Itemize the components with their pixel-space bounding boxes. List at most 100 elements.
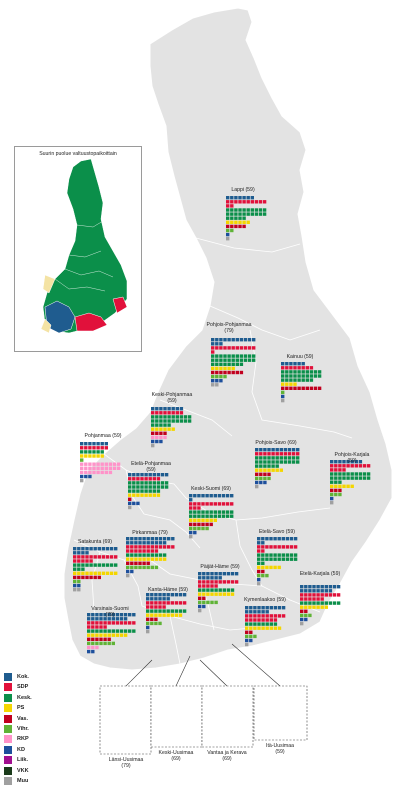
- seat-kesk: [226, 216, 230, 220]
- seat-ps: [100, 454, 104, 458]
- uusimaa-boxes: [99, 685, 308, 755]
- seat-kesk: [239, 354, 244, 358]
- seat-sdp: [73, 559, 77, 563]
- seat-kok: [84, 442, 88, 446]
- seat-vas: [281, 386, 285, 390]
- seat-vas: [293, 386, 297, 390]
- seat-kesk: [271, 460, 275, 464]
- seat-kesk: [330, 480, 334, 484]
- seat-kok: [77, 551, 81, 555]
- seat-vihr: [330, 492, 334, 497]
- seat-kok: [358, 460, 363, 464]
- seat-kok: [73, 551, 77, 555]
- seat-vihr: [126, 565, 130, 570]
- seat-sdp: [262, 200, 267, 204]
- legend-item: VKK: [4, 766, 44, 776]
- seat-sdp: [167, 411, 171, 415]
- region-label: Pohjois-Pohjanmaa (79): [206, 322, 252, 334]
- seat-ps: [227, 366, 231, 371]
- seat-kesk: [230, 208, 234, 212]
- seat-kok: [230, 572, 235, 576]
- seat-kesk: [246, 208, 250, 212]
- seat-kesk: [252, 358, 256, 362]
- seat-kesk: [211, 362, 215, 366]
- seat-kesk: [152, 481, 156, 485]
- connector-lines: [125, 643, 281, 687]
- seat-sdp: [221, 502, 226, 506]
- seat-kesk: [85, 563, 89, 567]
- seat-ps: [277, 626, 282, 630]
- seat-sdp: [93, 555, 97, 559]
- seat-kok: [158, 537, 163, 541]
- seat-kesk: [209, 510, 213, 514]
- seat-vihr: [130, 565, 134, 570]
- seat-kok: [245, 610, 249, 614]
- seat-kok: [156, 473, 161, 477]
- seat-kesk: [317, 370, 322, 374]
- seat-ps: [155, 427, 159, 431]
- seat-sdp: [257, 545, 261, 549]
- region-label: Satakunta (69): [77, 539, 113, 545]
- seat-kok: [81, 551, 85, 555]
- seat-kesk: [316, 601, 320, 605]
- seat-ps: [246, 220, 250, 224]
- seat-kd: [73, 583, 77, 588]
- seat-kd: [304, 617, 308, 622]
- seat-kok: [136, 473, 140, 477]
- legend-swatch: [4, 673, 12, 681]
- seat-muu: [215, 383, 219, 387]
- seat-rkp: [100, 462, 104, 466]
- seat-kesk: [96, 450, 100, 454]
- region-label: Keski-Pohjanmaa (59): [151, 392, 193, 404]
- seat-sdp: [111, 621, 115, 625]
- seat-sdp: [342, 464, 346, 468]
- seat-vas: [231, 370, 235, 375]
- seat-kesk: [210, 588, 214, 592]
- legend-swatch: [4, 745, 12, 754]
- seat-vas: [234, 224, 238, 229]
- seat-sdp: [230, 204, 234, 208]
- seat-kesk: [183, 415, 188, 419]
- legend-swatch: [4, 714, 12, 723]
- seat-vihr: [154, 565, 159, 570]
- seat-kesk: [285, 370, 289, 374]
- seat-sdp: [245, 614, 249, 618]
- seat-kok: [354, 460, 358, 464]
- seat-kesk: [171, 419, 175, 423]
- seat-kesk: [156, 485, 161, 489]
- seat-kok: [265, 606, 269, 610]
- seat-kok: [206, 576, 210, 580]
- seat-sdp: [132, 477, 136, 481]
- seat-vihr: [158, 621, 162, 626]
- seat-kesk: [217, 514, 222, 518]
- uusimaa-box-itä-uusimaa: [253, 685, 308, 741]
- seat-kd: [330, 496, 334, 501]
- seat-sdp: [105, 555, 110, 559]
- seat-vas: [239, 370, 244, 375]
- seat-ps: [273, 565, 277, 570]
- seat-kesk: [258, 212, 263, 216]
- seat-kok: [132, 613, 136, 617]
- seat-ps: [238, 220, 242, 224]
- seat-kesk: [170, 609, 174, 613]
- seat-kesk: [132, 481, 136, 485]
- seat-ps: [289, 382, 293, 386]
- seat-sdp: [158, 545, 163, 549]
- seat-kesk: [202, 588, 206, 592]
- seat-kesk: [144, 489, 148, 493]
- region-label: Keski-Suomi (69): [191, 486, 231, 492]
- seat-kesk: [187, 419, 192, 423]
- seat-vas: [257, 569, 261, 574]
- seat-ps: [166, 613, 170, 617]
- seat-kesk: [223, 358, 227, 362]
- seat-kesk: [275, 464, 279, 468]
- seat-kesk: [151, 419, 155, 423]
- seat-sdp: [332, 593, 337, 597]
- seat-ps: [324, 605, 328, 609]
- seat-kok: [138, 537, 142, 541]
- seat-vas: [81, 575, 85, 580]
- seat-sdp: [261, 549, 265, 553]
- seat-vas: [154, 617, 158, 621]
- seat-kesk: [193, 510, 197, 514]
- seat-sdp: [316, 597, 320, 601]
